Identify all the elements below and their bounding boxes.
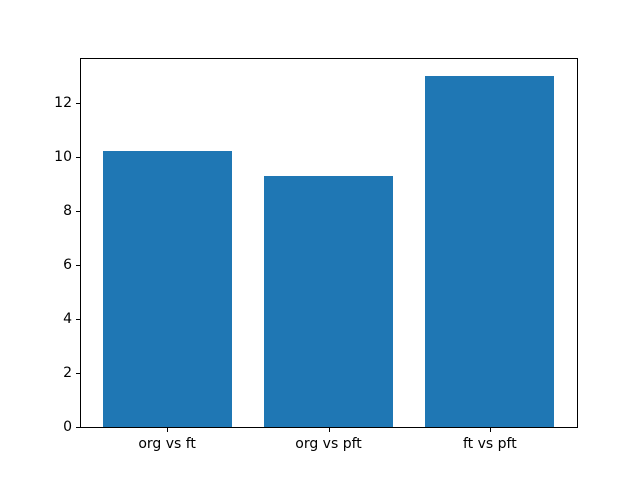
y-tick-label: 8 bbox=[63, 202, 72, 219]
spine-top bbox=[80, 58, 578, 59]
y-tick-label: 6 bbox=[63, 256, 72, 273]
y-tick-label: 2 bbox=[63, 364, 72, 381]
bar-ft-vs-pft bbox=[425, 75, 555, 427]
spine-bottom bbox=[80, 427, 578, 428]
y-tick-label: 12 bbox=[54, 94, 72, 111]
y-tick-label: 10 bbox=[54, 148, 72, 165]
y-tick-mark bbox=[76, 372, 80, 374]
bar-org-vs-pft bbox=[263, 175, 394, 427]
spine-left bbox=[80, 58, 81, 428]
y-tick-mark bbox=[76, 318, 80, 320]
x-tick-label-ft-vs-pft: ft vs pft bbox=[463, 436, 517, 452]
x-tick-mark bbox=[167, 428, 169, 432]
y-tick-mark bbox=[76, 156, 80, 158]
y-tick-label: 0 bbox=[63, 419, 72, 435]
spine-right bbox=[577, 58, 578, 428]
x-tick-mark bbox=[489, 428, 491, 432]
x-tick-label-org-vs-ft: org vs ft bbox=[138, 436, 196, 452]
bar-org-vs-ft bbox=[102, 151, 232, 427]
y-tick-mark bbox=[76, 102, 80, 104]
y-tick-mark bbox=[76, 210, 80, 212]
y-tick-mark bbox=[76, 427, 80, 428]
x-tick-mark bbox=[328, 428, 330, 432]
y-tick-mark bbox=[76, 264, 80, 266]
x-tick-label-org-vs-pft: org vs pft bbox=[295, 436, 362, 452]
y-tick-label: 4 bbox=[63, 310, 72, 327]
